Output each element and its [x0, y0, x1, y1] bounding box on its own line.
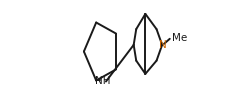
- Text: Me: Me: [172, 33, 187, 43]
- Text: NH: NH: [95, 76, 111, 86]
- Text: N: N: [159, 40, 166, 50]
